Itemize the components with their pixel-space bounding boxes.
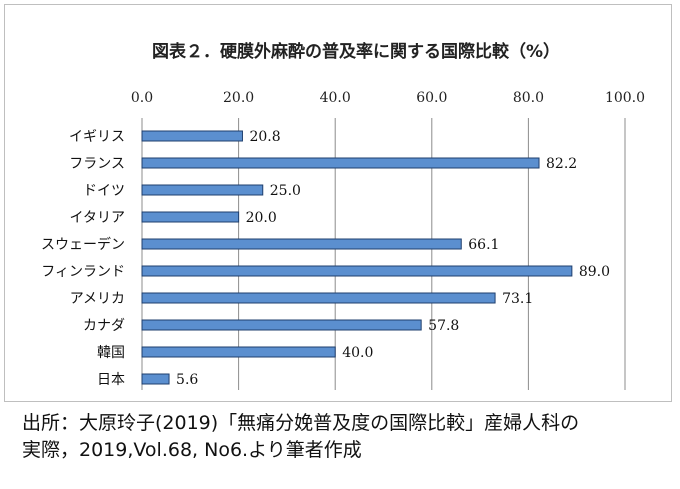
value-label-4: 66.1 bbox=[468, 237, 499, 253]
category-label-4: スウェーデン bbox=[41, 236, 125, 253]
bar-3 bbox=[141, 211, 240, 223]
value-label-2: 25.0 bbox=[270, 183, 301, 199]
x-tick-label-60: 60.0 bbox=[416, 90, 447, 106]
bar-8 bbox=[141, 346, 336, 358]
value-label-5: 89.0 bbox=[579, 264, 610, 280]
category-label-5: フィンランド bbox=[41, 264, 125, 280]
bar-0 bbox=[141, 130, 243, 142]
chart-title: 図表２．硬膜外麻酔の普及率に関する国際比較（%） bbox=[152, 41, 560, 62]
bar-1 bbox=[141, 157, 540, 169]
bar-9 bbox=[141, 373, 170, 385]
bars bbox=[141, 130, 573, 385]
x-axis-tick-labels: 0.0 20.0 40.0 60.0 80.0 100.0 bbox=[131, 90, 645, 106]
x-tick-label-100: 100.0 bbox=[605, 90, 645, 106]
category-label-7: カナダ bbox=[83, 318, 125, 334]
value-labels: 20.8 82.2 25.0 20.0 66.1 89.0 73.1 57.8 40.0 5.6 bbox=[176, 129, 610, 388]
category-label-3: イタリア bbox=[70, 210, 125, 226]
bar-7 bbox=[141, 319, 422, 331]
source-line-2: 実際，2019,Vol.68, No6.より筆者作成 bbox=[22, 439, 362, 461]
bar-6 bbox=[141, 292, 496, 304]
x-tick-label-0: 0.0 bbox=[131, 90, 153, 106]
bar-chart: 図表２．硬膜外麻酔の普及率に関する国際比較（%） 0.0 20.0 40.0 60.0… bbox=[41, 41, 645, 390]
value-label-3: 20.0 bbox=[246, 210, 277, 226]
x-tick-label-80: 80.0 bbox=[513, 90, 544, 106]
category-label-1: フランス bbox=[69, 156, 125, 172]
source-line-1: 出所：大原玲子(2019)「無痛分娩普及度の国際比較」産婦人科の bbox=[22, 412, 580, 434]
category-label-6: アメリカ bbox=[70, 291, 125, 307]
category-label-2: ドイツ bbox=[83, 183, 125, 199]
bar-4 bbox=[141, 238, 462, 250]
value-label-9: 5.6 bbox=[176, 372, 198, 388]
value-label-8: 40.0 bbox=[342, 345, 373, 361]
bar-5 bbox=[141, 265, 573, 277]
category-label-0: イギリス bbox=[69, 129, 125, 145]
value-label-6: 73.1 bbox=[502, 291, 533, 307]
value-label-1: 82.2 bbox=[546, 156, 577, 172]
x-tick-label-40: 40.0 bbox=[320, 90, 351, 106]
source-note: 出所：大原玲子(2019)「無痛分娩普及度の国際比較」産婦人科の 実際，2019… bbox=[22, 410, 672, 464]
category-label-8: 韓国 bbox=[97, 345, 125, 361]
category-label-9: 日本 bbox=[97, 372, 125, 388]
value-label-0: 20.8 bbox=[249, 129, 280, 145]
chart-frame: 図表２．硬膜外麻酔の普及率に関する国際比較（%） 0.0 20.0 40.0 60.0… bbox=[4, 4, 672, 402]
x-tick-label-20: 20.0 bbox=[223, 90, 254, 106]
value-label-7: 57.8 bbox=[428, 318, 459, 334]
bar-2 bbox=[141, 184, 264, 196]
